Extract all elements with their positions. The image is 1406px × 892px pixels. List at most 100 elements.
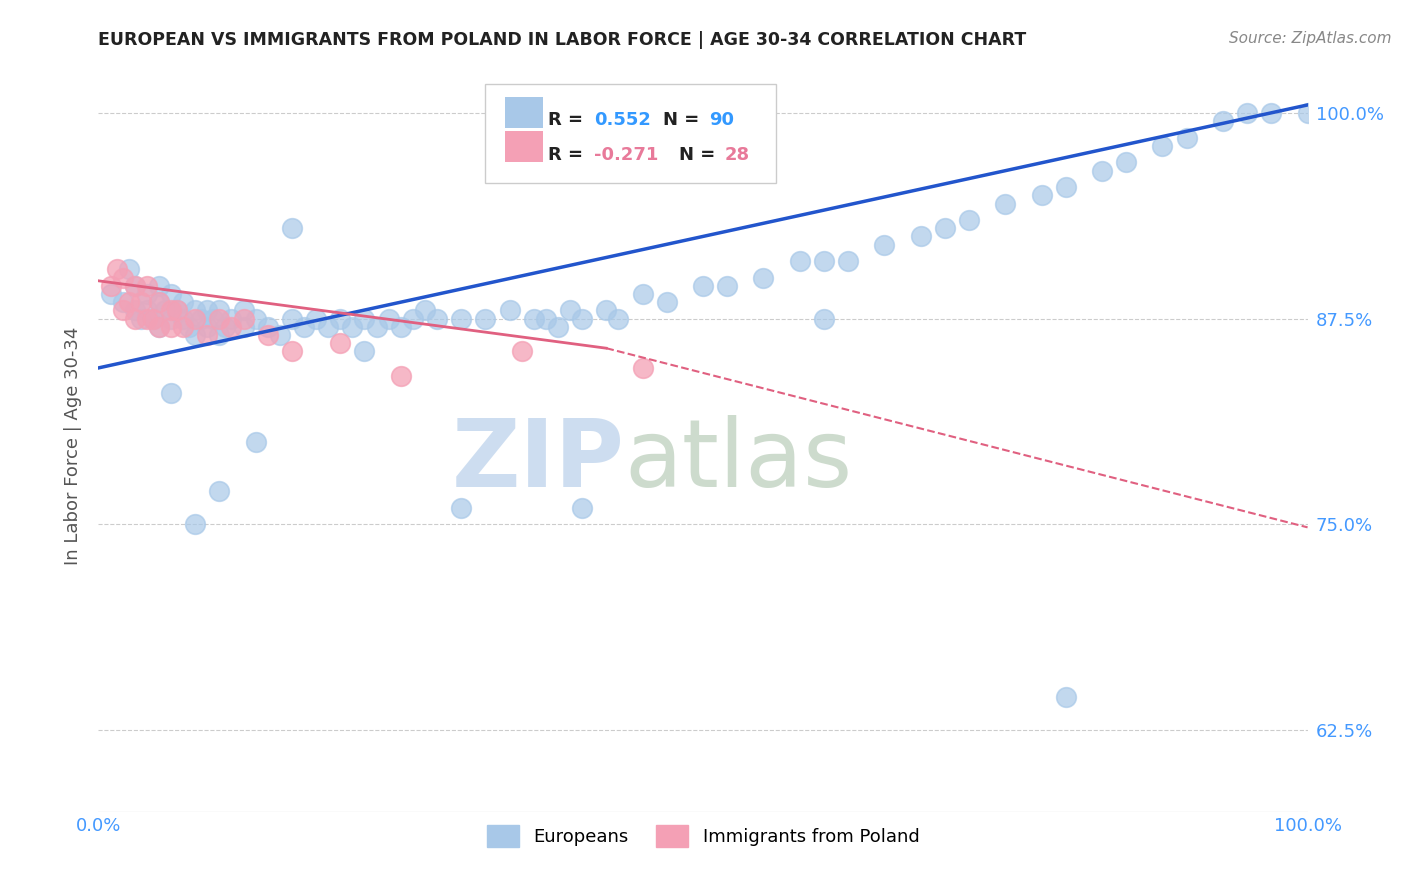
Text: atlas: atlas xyxy=(624,415,852,507)
Text: R =: R = xyxy=(548,146,589,164)
FancyBboxPatch shape xyxy=(505,97,543,128)
Point xyxy=(353,311,375,326)
Point xyxy=(342,319,364,334)
Point xyxy=(195,319,218,334)
Text: R =: R = xyxy=(548,111,589,129)
Point xyxy=(558,303,581,318)
Point xyxy=(195,328,218,343)
Point xyxy=(184,517,207,532)
Point xyxy=(316,319,339,334)
Point xyxy=(148,295,170,310)
Point xyxy=(135,287,157,301)
Point xyxy=(474,311,496,326)
Point xyxy=(208,311,231,326)
Text: Source: ZipAtlas.com: Source: ZipAtlas.com xyxy=(1229,31,1392,46)
Point xyxy=(329,311,352,326)
Point xyxy=(172,295,194,310)
Point xyxy=(166,303,188,318)
Point xyxy=(160,303,183,318)
Point xyxy=(135,278,157,293)
Point xyxy=(994,196,1017,211)
Point xyxy=(329,336,352,351)
Point xyxy=(129,295,152,310)
Point xyxy=(202,311,225,326)
Point xyxy=(1115,155,1137,169)
Point xyxy=(292,319,315,334)
Point xyxy=(366,319,388,334)
Point xyxy=(716,278,738,293)
Point xyxy=(523,311,546,326)
Y-axis label: In Labor Force | Age 30-34: In Labor Force | Age 30-34 xyxy=(63,326,82,566)
Point xyxy=(184,311,207,326)
Point xyxy=(214,319,236,334)
Text: N =: N = xyxy=(664,111,706,129)
FancyBboxPatch shape xyxy=(485,84,776,183)
Point xyxy=(305,311,328,326)
Text: ZIP: ZIP xyxy=(451,415,624,507)
Point xyxy=(256,328,278,343)
Point xyxy=(160,287,183,301)
Point xyxy=(1236,106,1258,120)
Point xyxy=(221,319,243,334)
Point xyxy=(160,311,183,326)
Point xyxy=(413,303,436,318)
Text: 28: 28 xyxy=(724,146,749,164)
Point xyxy=(873,237,896,252)
Point xyxy=(910,229,932,244)
FancyBboxPatch shape xyxy=(505,131,543,162)
Point xyxy=(148,278,170,293)
Point xyxy=(124,311,146,326)
Point xyxy=(172,319,194,334)
Point xyxy=(184,303,207,318)
Point xyxy=(160,385,183,400)
Point xyxy=(692,278,714,293)
Point xyxy=(129,311,152,326)
Point xyxy=(571,500,593,515)
Point xyxy=(1054,690,1077,704)
Point xyxy=(934,221,956,235)
Text: 90: 90 xyxy=(709,111,734,129)
Point xyxy=(837,254,859,268)
Point xyxy=(111,303,134,318)
Point xyxy=(100,287,122,301)
Point xyxy=(534,311,557,326)
Point xyxy=(595,303,617,318)
Point xyxy=(245,434,267,449)
Point xyxy=(179,319,201,334)
Point xyxy=(148,319,170,334)
Point xyxy=(232,303,254,318)
Point xyxy=(1091,163,1114,178)
Text: -0.271: -0.271 xyxy=(595,146,658,164)
Point xyxy=(269,328,291,343)
Point xyxy=(498,303,520,318)
Point xyxy=(281,221,304,235)
Point xyxy=(148,295,170,310)
Point xyxy=(789,254,811,268)
Point xyxy=(124,278,146,293)
Point xyxy=(208,303,231,318)
Point xyxy=(166,303,188,318)
Point xyxy=(256,319,278,334)
Point xyxy=(547,319,569,334)
Point xyxy=(1152,139,1174,153)
Point xyxy=(232,319,254,334)
Point xyxy=(389,369,412,384)
Point xyxy=(281,311,304,326)
Legend: Europeans, Immigrants from Poland: Europeans, Immigrants from Poland xyxy=(479,817,927,854)
Point xyxy=(510,344,533,359)
Point xyxy=(245,311,267,326)
Point xyxy=(1175,130,1198,145)
Point xyxy=(184,328,207,343)
Point xyxy=(389,319,412,334)
Point xyxy=(135,311,157,326)
Point xyxy=(1260,106,1282,120)
Point xyxy=(142,311,165,326)
Point xyxy=(195,303,218,318)
Point xyxy=(124,303,146,318)
Point xyxy=(752,270,775,285)
Point xyxy=(426,311,449,326)
Point xyxy=(142,311,165,326)
Point xyxy=(1031,188,1053,202)
Point xyxy=(124,278,146,293)
Point xyxy=(208,328,231,343)
